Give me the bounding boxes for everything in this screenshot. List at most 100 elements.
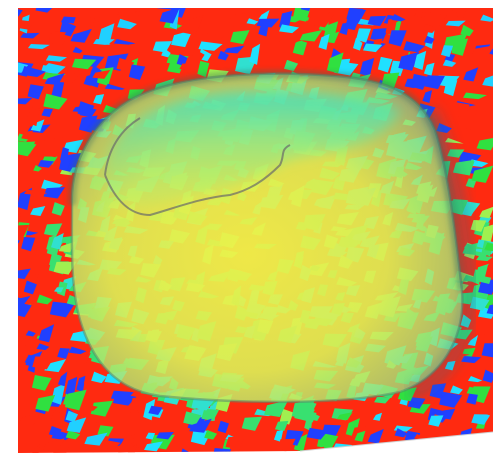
map-patch: [355, 28, 371, 43]
map-patch: [264, 400, 289, 417]
map-patch: [176, 53, 188, 67]
blob-top-region: [105, 91, 400, 207]
map-patch: [403, 41, 426, 53]
map-patch: [75, 353, 91, 364]
map-patch: [414, 8, 424, 18]
map-patch: [230, 30, 250, 45]
map-patch: [44, 359, 67, 373]
map-patch: [72, 46, 83, 54]
map-patch: [49, 31, 67, 42]
map-patch: [20, 32, 40, 39]
map-patch: [53, 261, 77, 275]
map-patch: [93, 39, 111, 45]
map-patch: [148, 405, 163, 416]
map-patch: [79, 106, 97, 118]
map-patch: [23, 1, 39, 8]
map-patch: [129, 397, 146, 412]
map-patch: [92, 70, 111, 79]
map-patch: [37, 59, 50, 66]
map-patch: [354, 430, 366, 442]
map-patch: [450, 385, 463, 395]
map-patch: [293, 433, 308, 452]
map-patch: [43, 187, 66, 199]
map-patch: [41, 136, 64, 158]
map-patch: [90, 400, 113, 417]
map-patch: [422, 90, 433, 103]
map-patch: [84, 432, 108, 446]
map-patch: [372, 412, 383, 421]
map-patch: [478, 278, 493, 295]
map-patch: [143, 398, 156, 421]
map-patch: [427, 438, 450, 453]
map-patch: [422, 11, 447, 27]
map-patch: [278, 38, 300, 45]
map-patch: [41, 62, 66, 75]
map-patch: [87, 417, 98, 434]
map-patch: [484, 52, 493, 65]
map-patch: [223, 45, 245, 54]
map-patch: [30, 443, 41, 453]
map-patch: [97, 425, 114, 437]
map-patch: [374, 396, 391, 404]
map-patch: [458, 107, 478, 130]
map-patch: [51, 202, 65, 216]
map-patch: [179, 63, 203, 71]
map-patch: [455, 8, 467, 19]
map-patch: [59, 147, 69, 164]
map-patch: [189, 418, 212, 433]
map-patch: [25, 330, 36, 337]
map-patch: [445, 20, 466, 27]
map-patch: [144, 441, 163, 452]
map-patch: [422, 24, 437, 34]
map-patch: [363, 8, 384, 12]
map-patch: [471, 45, 493, 57]
map-patch: [470, 220, 487, 232]
map-patch: [65, 430, 81, 440]
map-patch: [463, 67, 479, 82]
map-patch: [98, 23, 115, 46]
map-patch: [183, 411, 202, 426]
map-patch: [113, 39, 136, 45]
map-patch: [428, 415, 444, 427]
map-patch: [43, 223, 63, 237]
map-patch: [467, 335, 479, 346]
map-patch: [54, 287, 64, 293]
map-patch: [283, 59, 299, 71]
map-patch: [481, 102, 493, 113]
map-patch: [467, 376, 483, 383]
map-patch: [469, 449, 484, 453]
map-patch: [408, 413, 431, 427]
map-patch: [440, 408, 456, 420]
map-patch: [18, 268, 31, 280]
map-patch: [471, 414, 491, 425]
map-patch: [442, 59, 457, 67]
map-patch: [83, 74, 94, 86]
map-patch: [440, 45, 454, 58]
map-patch: [49, 301, 75, 318]
map-patch: [466, 386, 484, 395]
map-patch: [480, 14, 493, 22]
map-patch: [242, 8, 256, 16]
map-patch: [32, 356, 55, 370]
map-patch: [78, 115, 98, 133]
map-patch: [377, 56, 393, 73]
map-patch: [83, 403, 98, 411]
map-patch: [65, 410, 79, 422]
map-patch: [466, 8, 483, 14]
map-patch: [245, 18, 259, 25]
map-patch: [27, 354, 37, 373]
map-patch: [346, 8, 367, 22]
map-patch: [486, 302, 493, 316]
map-patch: [471, 165, 493, 183]
map-patch: [121, 434, 136, 446]
map-patch: [44, 73, 65, 85]
map-patch: [43, 93, 68, 110]
map-patch: [117, 18, 137, 30]
map-patch: [336, 412, 353, 421]
map-patch: [198, 41, 223, 51]
map-patch: [414, 447, 437, 453]
map-patch: [18, 212, 22, 223]
map-patch: [38, 324, 55, 343]
map-patch: [91, 371, 107, 384]
